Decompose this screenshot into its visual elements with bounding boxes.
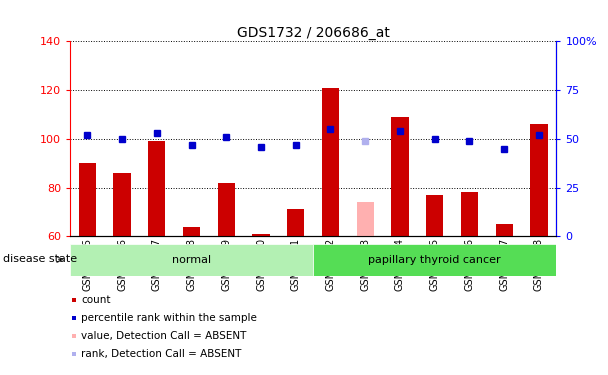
Bar <box>461 192 478 236</box>
Bar <box>426 195 443 236</box>
Bar <box>313 244 556 276</box>
Text: rank, Detection Call = ABSENT: rank, Detection Call = ABSENT <box>81 349 241 359</box>
Text: percentile rank within the sample: percentile rank within the sample <box>81 313 257 323</box>
Bar <box>392 117 409 236</box>
Bar <box>70 244 313 276</box>
Bar <box>218 183 235 236</box>
Bar <box>252 234 270 236</box>
Bar <box>322 88 339 236</box>
Bar <box>530 124 548 236</box>
Text: disease state: disease state <box>3 255 77 264</box>
Title: GDS1732 / 206686_at: GDS1732 / 206686_at <box>237 26 390 40</box>
Bar <box>183 226 200 236</box>
Text: value, Detection Call = ABSENT: value, Detection Call = ABSENT <box>81 331 246 341</box>
Bar <box>287 209 305 236</box>
Bar <box>78 163 96 236</box>
Bar <box>113 173 131 236</box>
Text: papillary thyroid cancer: papillary thyroid cancer <box>368 255 501 265</box>
Text: count: count <box>81 295 111 305</box>
Bar <box>356 202 374 236</box>
Bar <box>148 141 165 236</box>
Text: normal: normal <box>172 255 211 265</box>
Bar <box>496 224 513 236</box>
